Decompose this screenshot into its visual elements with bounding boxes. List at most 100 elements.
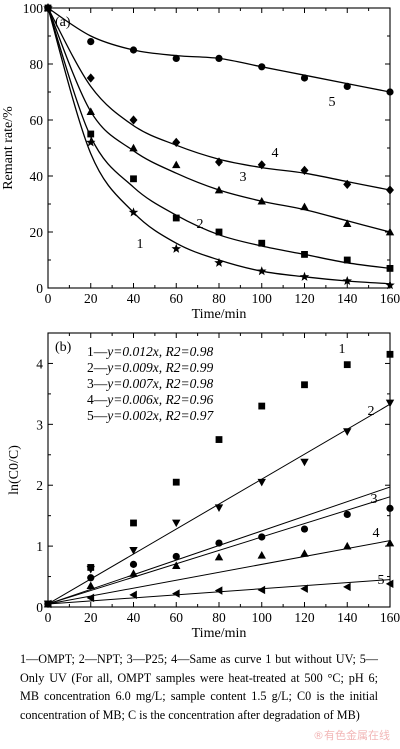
panel-b-point-4: [257, 551, 266, 559]
panel-b-point-5: [257, 585, 266, 595]
watermark: ®有色金属在线: [313, 729, 390, 742]
panel-b-y-tick-label: 1: [36, 539, 43, 554]
legend-r2: R2=0.97: [164, 408, 214, 423]
panel-b-series-4: 4: [43, 526, 395, 608]
panel-a-point-2: [87, 130, 95, 138]
panel-b-y-tick-label: 0: [36, 600, 43, 615]
panel-a-fit-curve-3: [47, 7, 391, 233]
panel-a-y-tick-label: 20: [30, 225, 44, 240]
panel-b-legend-entry: 4—y=0.006x, R2=0.96: [87, 392, 213, 407]
panel-a-point-2: [172, 214, 180, 222]
panel-a-x-tick-label: 160: [380, 291, 400, 306]
panel-b-x-tick-label: 160: [380, 610, 400, 625]
panel-a-point-2: [258, 239, 266, 247]
panel-b-y-axis-label: ln(C0/C): [7, 445, 22, 495]
panel-b-panel-label: (b): [55, 340, 72, 355]
panel-a-point-3: [214, 185, 224, 194]
panel-a-curve-label-4: 4: [272, 146, 279, 161]
panel-b-x-tick-label: 0: [45, 610, 52, 625]
legend-r2: R2=0.96: [164, 392, 213, 407]
panel-a-y-tick-label: 0: [36, 281, 43, 296]
panel-b-point-2: [300, 458, 309, 467]
panel-b-point-4: [214, 552, 224, 561]
caption-text: 1—OMPT; 2—NPT; 3—P25; 4—Same as curve 1 …: [20, 652, 378, 722]
panel-b-point-5: [385, 579, 394, 589]
panel-a-point-4: [86, 73, 95, 83]
panel-a-x-tick-label: 40: [127, 291, 141, 306]
panel-a-point-5: [300, 74, 309, 82]
legend-equation: y=0.006x,: [105, 392, 165, 407]
panel-a-curve-label-3: 3: [240, 170, 247, 185]
panel-a-point-3: [129, 143, 138, 152]
panel-b-point-5: [129, 590, 137, 600]
panel-a-series-4: 4: [44, 3, 394, 195]
legend-r2: R2=0.99: [164, 360, 213, 375]
panel-b-legend: 1—y=0.012x, R2=0.982—y=0.009x, R2=0.993—…: [87, 344, 214, 423]
legend-r2: R2=0.98: [164, 376, 213, 391]
panel-b-point-2: [129, 547, 138, 555]
panel-a-x-tick-label: 100: [252, 291, 273, 306]
legend-equation: y=0.012x,: [105, 344, 165, 359]
panel-a-point-2: [301, 251, 308, 258]
panel-b-point-1: [301, 381, 308, 389]
panel-b-y-tick-label: 3: [36, 417, 43, 432]
panel-a-point-2: [386, 265, 394, 272]
legend-r2: R2=0.98: [164, 344, 213, 359]
panel-a-point-1: [299, 271, 310, 281]
panel-b-point-5: [343, 582, 351, 592]
panel-a-x-tick-label: 20: [84, 291, 98, 306]
panel-b-point-3: [129, 560, 138, 568]
panel-a-point-3: [86, 107, 95, 115]
panel-a-y-tick-label: 40: [30, 169, 44, 184]
panel-b-point-1: [343, 361, 351, 369]
legend-equation: y=0.007x,: [105, 376, 165, 391]
panel-b-point-3: [386, 504, 394, 512]
panel-b-curve-label-3: 3: [371, 492, 378, 507]
panel-a-fit-curve-5: [47, 7, 391, 93]
panel-a-point-5: [129, 46, 138, 54]
legend-equation: y=0.009x,: [105, 360, 165, 375]
panel-b-point-3: [258, 533, 266, 541]
panel-a-point-4: [343, 179, 352, 189]
panel-b-series-5: 5: [43, 573, 394, 609]
panel-b-series-2: 2: [43, 399, 395, 609]
panel-a-point-3: [343, 219, 352, 227]
panel-b-curve-label-2: 2: [368, 404, 375, 419]
panel-a-axes: 0 20 40 60 80 100 120 140 160 0 20 40 60 80 100 Time/mi…: [1, 1, 400, 322]
panel-b-point-4: [385, 538, 395, 547]
panel-b-point-1: [215, 436, 223, 443]
panel-a-y-tick-label: 100: [23, 1, 44, 16]
panel-b-x-axis-label: Time/min: [192, 626, 247, 640]
panel-b-legend-entry: 5—y=0.002x, R2=0.97: [87, 408, 214, 423]
panel-a-point-5: [215, 54, 223, 63]
panel-a-point-3: [257, 197, 266, 205]
panel-a-y-tick-label: 80: [30, 57, 44, 72]
panel-a-curve-label-2: 2: [197, 217, 204, 232]
panel-a-point-3: [385, 227, 395, 236]
legend-equation: y=0.002x,: [105, 408, 165, 423]
panel-a-point-2: [130, 175, 137, 183]
panel-b-point-2: [86, 565, 95, 574]
panel-a-frame: [47, 7, 391, 289]
panel-b-point-3: [300, 525, 309, 533]
legend-prefix: 3—: [87, 376, 108, 391]
panel-a-x-tick-label: 0: [45, 291, 52, 306]
panel-b-point-4: [86, 581, 95, 590]
legend-prefix: 4—: [87, 392, 108, 407]
panel-b-x-tick-label: 140: [337, 610, 358, 625]
panel-b-point-2: [214, 504, 224, 512]
panel-a-point-1: [385, 280, 395, 290]
panel-b-point-4: [300, 549, 309, 557]
panel-b-point-4: [129, 569, 138, 577]
panel-b-y-tick-label: 4: [36, 356, 43, 371]
panel-b-point-1: [386, 350, 394, 358]
panel-a-point-2: [343, 256, 351, 264]
panel-b-legend-entry: 3—y=0.007x, R2=0.98: [87, 376, 213, 391]
panel-a-fit-curve-1: [47, 7, 391, 285]
panel-b-x-tick-label: 100: [252, 610, 273, 625]
panel-b-x-tick-label: 80: [212, 610, 226, 625]
panel-a-y-tick-label: 60: [30, 113, 44, 128]
panel-a-y-axis-label: Remant rate/%: [1, 106, 16, 190]
panel-b-point-3: [215, 539, 223, 547]
panel-b-legend-entry: 2—y=0.009x, R2=0.99: [87, 360, 213, 375]
